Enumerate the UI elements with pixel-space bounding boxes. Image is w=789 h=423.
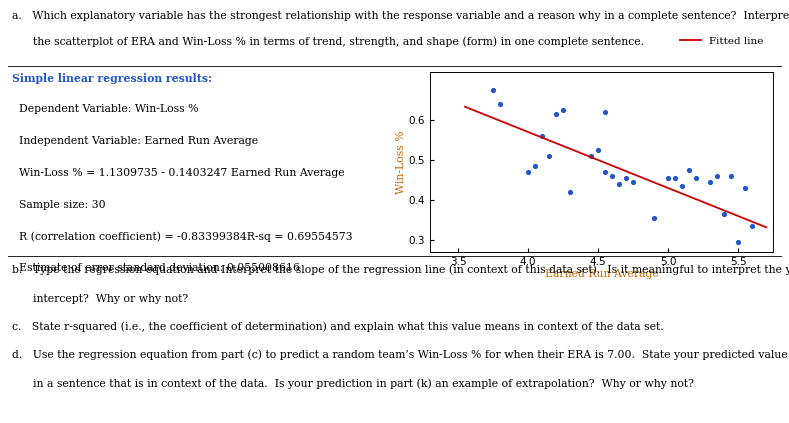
Point <box>585 152 597 159</box>
Text: intercept?  Why or why not?: intercept? Why or why not? <box>12 294 188 304</box>
Point <box>725 173 738 179</box>
Point <box>718 210 731 217</box>
Point <box>648 214 660 221</box>
Text: Win-Loss % = 1.1309735 - 0.1403247 Earned Run Average: Win-Loss % = 1.1309735 - 0.1403247 Earne… <box>12 168 345 178</box>
Text: b.   Type the regression equation and Interpret the slope of the regression line: b. Type the regression equation and Inte… <box>12 264 789 275</box>
Text: Simple linear regression results:: Simple linear regression results: <box>12 73 212 84</box>
Point <box>662 174 675 181</box>
Point <box>676 182 689 189</box>
Point <box>494 101 507 107</box>
Point <box>557 107 570 113</box>
Text: c.   State r-squared (i.e., the coefficient of determination) and explain what t: c. State r-squared (i.e., the coefficien… <box>12 321 664 332</box>
Point <box>564 188 577 195</box>
Text: in a sentence that is in context of the data.  Is your prediction in part (k) an: in a sentence that is in context of the … <box>12 379 694 389</box>
Point <box>592 146 604 153</box>
Text: Sample size: 30: Sample size: 30 <box>12 200 106 210</box>
Text: Dependent Variable: Win-Loss %: Dependent Variable: Win-Loss % <box>12 104 198 115</box>
Text: the scatterplot of ERA and Win-Loss % in terms of trend, strength, and shape (fo: the scatterplot of ERA and Win-Loss % in… <box>12 36 644 47</box>
Point <box>682 166 695 173</box>
Point <box>690 174 702 181</box>
Text: a.   Which explanatory variable has the strongest relationship with the response: a. Which explanatory variable has the st… <box>12 11 789 21</box>
Point <box>536 132 548 139</box>
Text: R (correlation coefficient) = -0.83399384R-sq = 0.69554573: R (correlation coefficient) = -0.8339938… <box>12 231 353 242</box>
Point <box>669 174 682 181</box>
Point <box>739 184 751 191</box>
Legend: Fitted line: Fitted line <box>676 32 768 50</box>
Point <box>626 179 639 185</box>
Point <box>613 180 626 187</box>
Text: d.   Use the regression equation from part (c) to predict a random team’s Win-Lo: d. Use the regression equation from part… <box>12 349 787 360</box>
Point <box>543 152 555 159</box>
Point <box>711 173 724 179</box>
Point <box>522 168 534 175</box>
Point <box>599 108 611 115</box>
Text: Independent Variable: Earned Run Average: Independent Variable: Earned Run Average <box>12 136 258 146</box>
Point <box>732 238 745 245</box>
Point <box>487 86 499 93</box>
Point <box>606 173 619 179</box>
Point <box>550 110 563 117</box>
Text: Estimate of error standard deviation: 0.055008616: Estimate of error standard deviation: 0.… <box>12 263 300 273</box>
Y-axis label: Win-Loss %: Win-Loss % <box>396 130 406 194</box>
Point <box>529 162 541 169</box>
Point <box>620 174 633 181</box>
Point <box>746 222 758 229</box>
Point <box>599 168 611 175</box>
X-axis label: Earned Run Average: Earned Run Average <box>544 269 659 279</box>
Point <box>704 179 716 185</box>
